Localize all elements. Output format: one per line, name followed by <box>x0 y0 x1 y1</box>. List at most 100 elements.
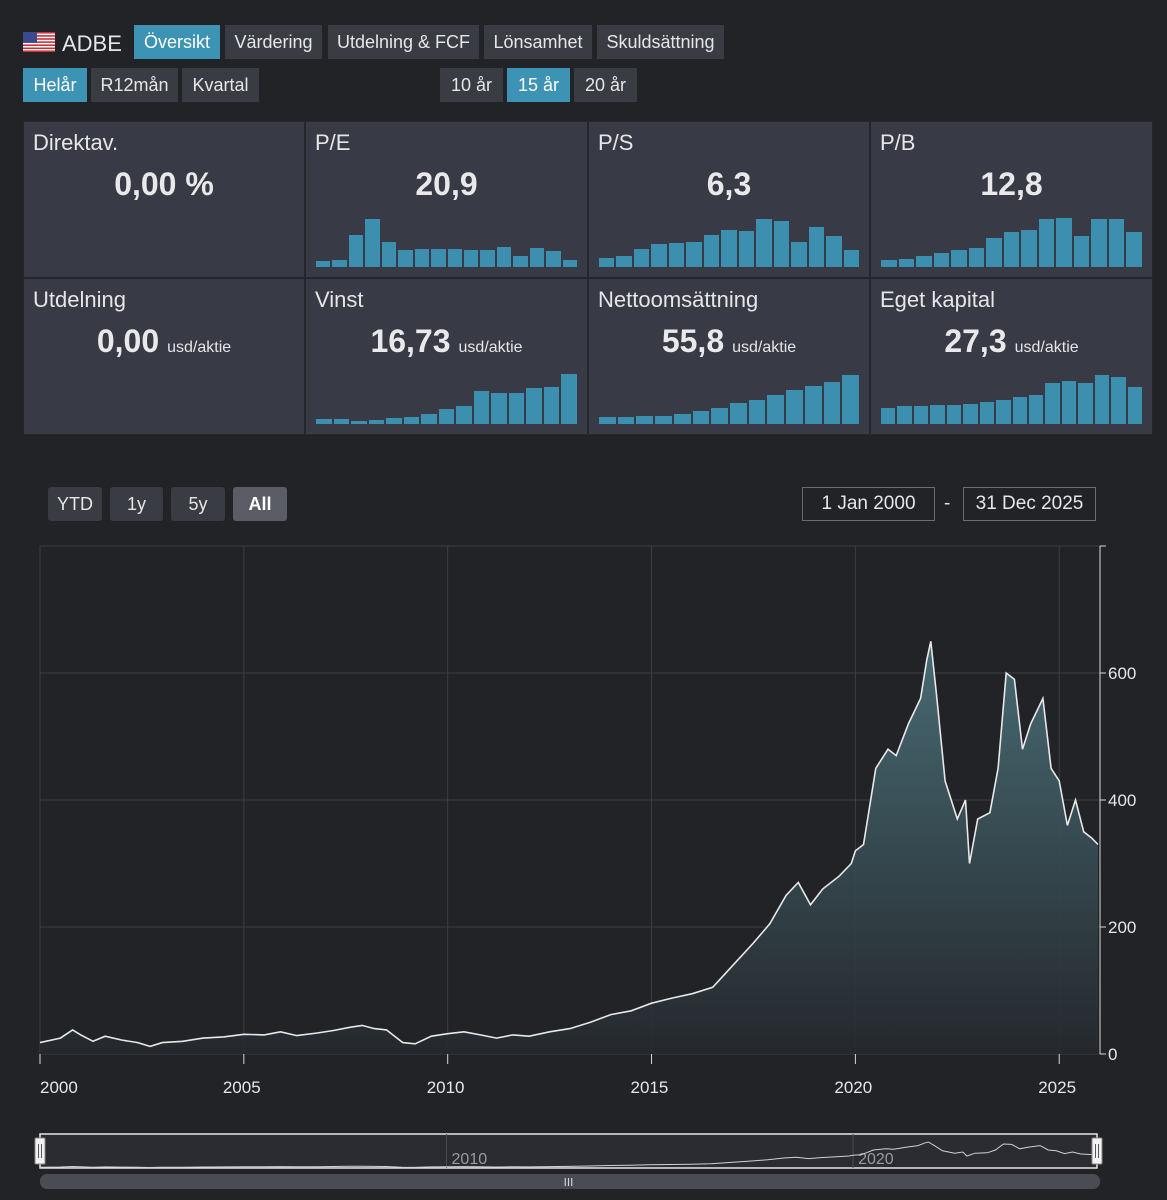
card-bar <box>823 382 841 424</box>
range-1y[interactable]: 1y <box>110 487 163 521</box>
date-separator: - <box>944 493 951 514</box>
navigator-label: 2010 <box>452 1151 488 1168</box>
card-value-number: 0,00 <box>96 323 160 359</box>
card-bar <box>986 238 1002 267</box>
card-bar <box>968 248 985 267</box>
period-helar[interactable]: Helår <box>23 68 87 102</box>
card-bar <box>1073 235 1090 267</box>
card-value-number: 55,8 <box>661 323 725 359</box>
card-bar <box>316 260 331 267</box>
card-bar <box>636 416 654 424</box>
date-from-input[interactable]: 1 Jan 2000 <box>802 487 935 521</box>
navigator-window[interactable] <box>39 1133 1098 1169</box>
card-sparkbars <box>599 215 859 267</box>
card-bar <box>946 404 962 424</box>
card-value-number: 6,3 <box>706 166 752 202</box>
card-bar <box>447 249 462 267</box>
card-pe[interactable]: P/E 20,9 <box>305 121 588 278</box>
card-unit: usd/aktie <box>732 339 797 356</box>
card-bar <box>616 255 632 267</box>
card-bar <box>316 418 332 424</box>
card-bar <box>655 415 672 424</box>
x-tick-label: 2025 <box>1038 1078 1076 1097</box>
card-direktavkastning[interactable]: Direktav. 0,00 % <box>23 121 305 278</box>
card-nettoomsattning[interactable]: Nettoomsättning 55,8 usd/aktie <box>588 278 870 435</box>
tab-skuldsattning[interactable]: Skuldsättning <box>597 25 724 59</box>
period-r12man[interactable]: R12mån <box>91 68 178 102</box>
card-bar <box>808 226 825 267</box>
card-bar <box>381 242 397 267</box>
navigator-handle[interactable] <box>34 1137 46 1165</box>
card-bar <box>561 373 577 424</box>
card-vinst[interactable]: Vinst 16,73 usd/aktie <box>305 278 588 435</box>
card-value-number: 16,73 <box>370 323 451 359</box>
card-bar <box>546 250 561 267</box>
y-tick-label: 0 <box>1108 1045 1117 1064</box>
card-utdelning[interactable]: Utdelning 0,00 usd/aktie <box>23 278 305 435</box>
tab-vardering[interactable]: Värdering <box>225 25 322 59</box>
scrollbar-grip[interactable]: III <box>564 1176 574 1189</box>
card-title: P/B <box>880 130 916 155</box>
card-value: 20,9 <box>306 166 587 203</box>
card-bar <box>756 218 772 267</box>
navigator-scrollbar[interactable] <box>40 1174 1100 1189</box>
card-bar <box>599 258 615 267</box>
card-value: 16,73 usd/aktie <box>306 323 587 360</box>
card-bar <box>979 402 995 424</box>
x-tick-label: 2010 <box>427 1078 465 1097</box>
card-ps[interactable]: P/S 6,3 <box>588 121 870 278</box>
period-kvartal[interactable]: Kvartal <box>182 68 259 102</box>
card-value: 0,00 % <box>24 166 304 203</box>
range-ytd[interactable]: YTD <box>48 487 102 521</box>
card-sparkbars <box>599 372 859 424</box>
card-bar <box>791 242 807 267</box>
card-title: Nettoomsättning <box>598 287 759 312</box>
card-bar <box>843 250 859 267</box>
card-pb[interactable]: P/B 12,8 <box>870 121 1153 278</box>
range-5y[interactable]: 5y <box>171 487 225 521</box>
card-bar <box>1127 386 1142 424</box>
card-title: P/S <box>598 130 634 155</box>
card-bar <box>526 387 542 424</box>
card-bar <box>826 235 842 267</box>
card-bar <box>748 399 766 424</box>
chart-navigator[interactable]: 2010 2020 III <box>0 1130 1167 1192</box>
card-title: Eget kapital <box>880 287 995 312</box>
us-flag-icon <box>23 32 55 52</box>
card-eget-kapital[interactable]: Eget kapital 27,3 usd/aktie <box>870 278 1153 435</box>
card-bar <box>473 390 490 424</box>
card-bar <box>933 252 950 267</box>
tab-oversikt[interactable]: Översikt <box>134 25 220 59</box>
card-bar <box>1056 218 1072 267</box>
horizon-15[interactable]: 15 år <box>507 68 570 102</box>
card-sparkbars <box>316 215 577 267</box>
card-value-number: 12,8 <box>980 166 1043 202</box>
range-all[interactable]: All <box>233 487 287 521</box>
card-title: Vinst <box>315 287 364 312</box>
ticker-title: ADBE <box>62 31 122 56</box>
card-bar <box>1108 219 1125 267</box>
card-bar <box>1038 219 1055 267</box>
card-bar <box>1045 383 1060 424</box>
navigator-line <box>39 1141 1096 1169</box>
price-chart[interactable]: 2000 2005 2010 2015 2020 2025 0 200 400 600 <box>0 540 1167 1120</box>
date-to-input[interactable]: 31 Dec 2025 <box>963 487 1096 521</box>
x-tick-label: 2015 <box>631 1078 669 1097</box>
card-bar <box>930 404 945 424</box>
card-bar <box>786 390 803 424</box>
navigator-handle[interactable] <box>1091 1137 1103 1165</box>
card-bar <box>491 392 507 424</box>
card-bar <box>1078 383 1093 424</box>
card-bar <box>463 249 479 267</box>
tab-lonsamhet[interactable]: Lönsamhet <box>484 25 592 59</box>
horizon-20[interactable]: 20 år <box>574 68 637 102</box>
x-tick-label: 2000 <box>40 1078 78 1097</box>
card-bar <box>508 392 525 424</box>
tab-utdelning-fcf[interactable]: Utdelning & FCF <box>328 25 479 59</box>
horizon-10[interactable]: 10 år <box>440 68 503 102</box>
card-unit: usd/aktie <box>167 339 232 356</box>
y-tick-label: 600 <box>1108 664 1136 683</box>
card-bar <box>738 230 755 267</box>
card-value: 12,8 <box>871 166 1152 203</box>
y-tick-label: 400 <box>1108 791 1136 810</box>
